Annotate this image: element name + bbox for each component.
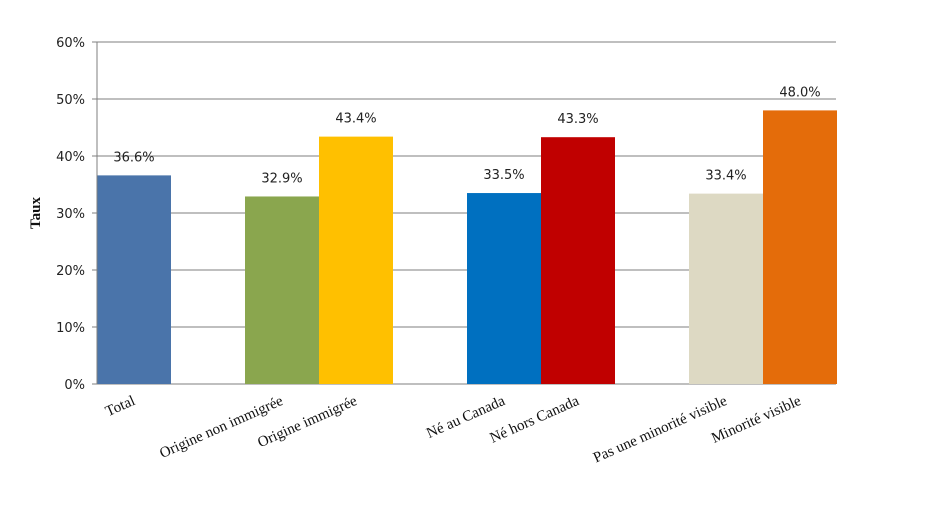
y-axis-title: Taux	[28, 197, 44, 229]
y-axis-ticks: 0% 10% 20% 30% 40% 50% 60%	[56, 36, 85, 393]
category-label: Pas une minorité visible	[591, 393, 730, 467]
bars	[97, 110, 837, 385]
y-tick-label: 10%	[56, 321, 85, 336]
y-tick-label: 40%	[56, 150, 85, 165]
y-tick-label: 60%	[56, 36, 85, 51]
bar	[245, 196, 319, 384]
bar	[319, 136, 393, 384]
bar	[541, 137, 615, 384]
category-label: Origine non immigrée	[157, 393, 286, 462]
y-tick-label: 0%	[64, 378, 85, 393]
category-label: Total	[103, 393, 137, 420]
bar	[467, 193, 541, 384]
bar-value-label: 43.4%	[335, 112, 376, 127]
bar	[689, 193, 763, 384]
bar-value-label: 36.6%	[113, 150, 154, 165]
y-tick-label: 30%	[56, 207, 85, 222]
data-labels: 36.6% 32.9% 43.4% 33.5% 43.3% 33.4% 48.0%	[113, 85, 820, 186]
bar-value-label: 48.0%	[779, 85, 820, 100]
bar-value-label: 32.9%	[261, 171, 302, 186]
bar-value-label: 33.4%	[705, 169, 746, 184]
gridlines	[92, 41, 836, 385]
bar	[763, 110, 837, 385]
bar-value-label: 33.5%	[483, 168, 524, 183]
y-tick-label: 20%	[56, 264, 85, 279]
bar	[97, 175, 171, 384]
y-tick-label: 50%	[56, 93, 85, 108]
bar-value-label: 43.3%	[557, 112, 598, 127]
